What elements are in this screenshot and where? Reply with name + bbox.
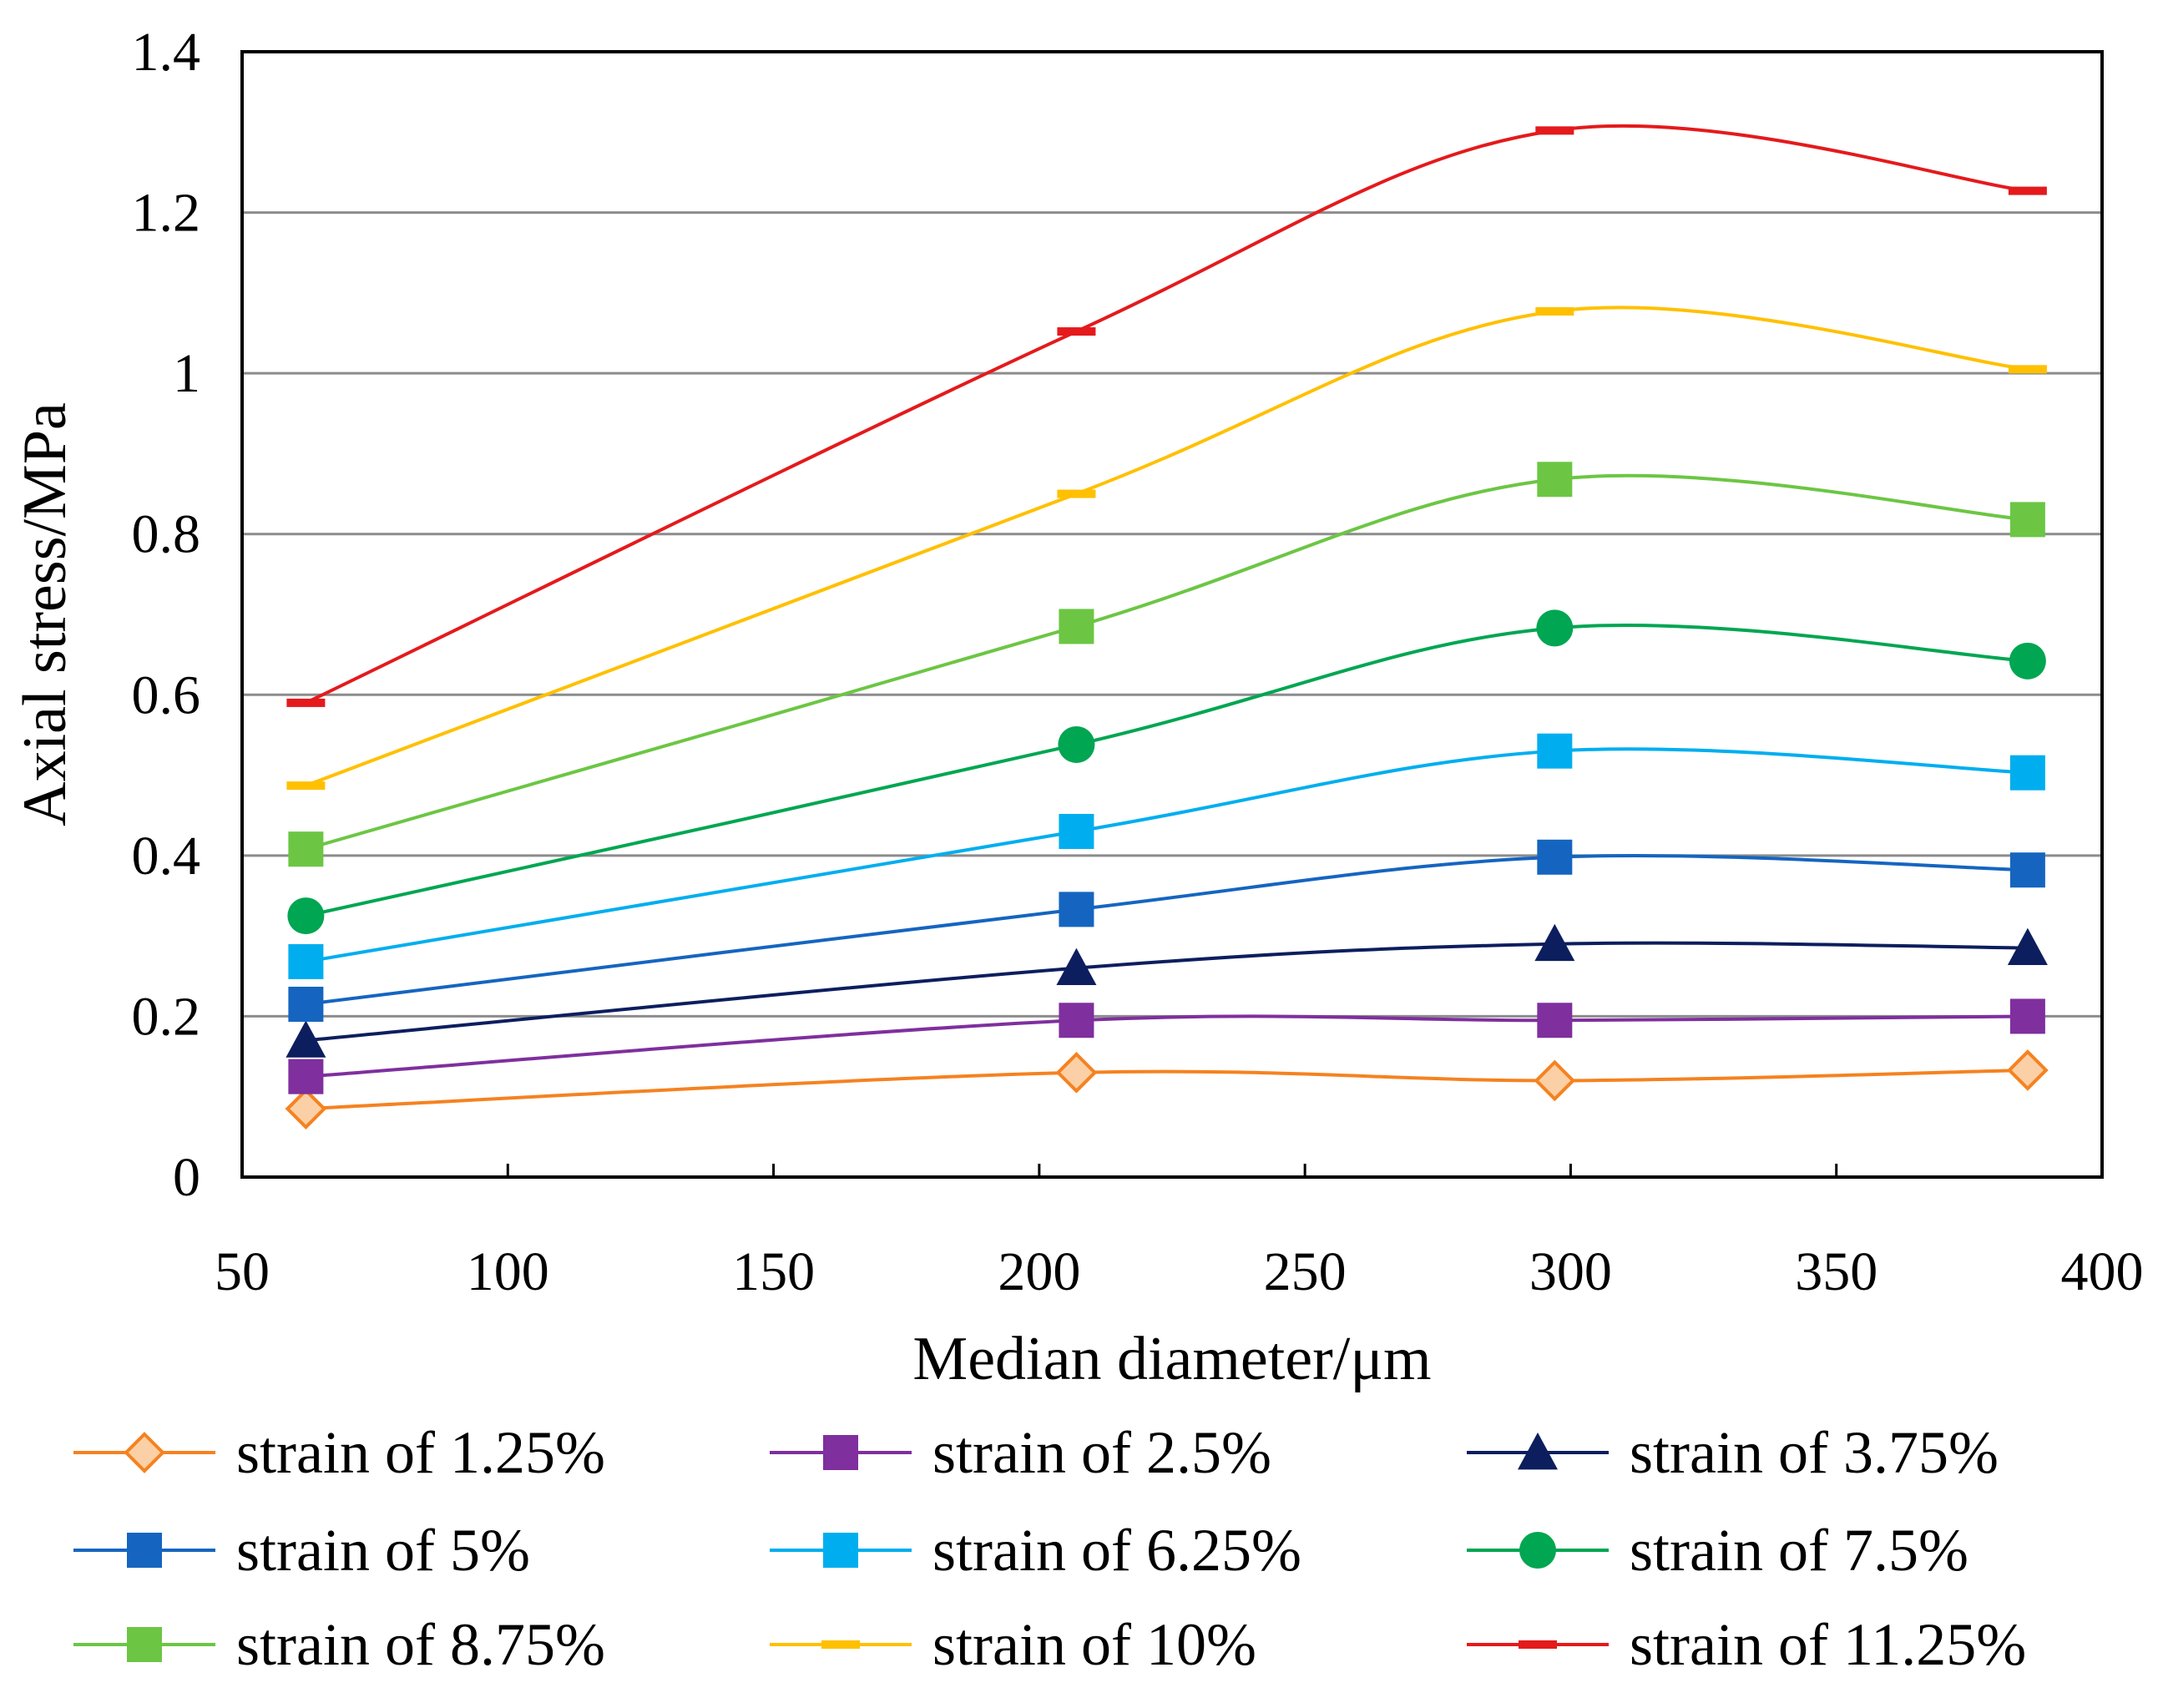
- x-tick-label: 100: [467, 1241, 549, 1302]
- series-line: [306, 1014, 2028, 1079]
- data-point: [286, 1020, 326, 1058]
- legend-label: strain of 6.25%: [932, 1517, 1301, 1584]
- data-point: [288, 986, 324, 1022]
- series-line: [305, 306, 2029, 787]
- data-point: [1059, 892, 1094, 927]
- legend-marker: [1519, 1640, 1557, 1649]
- y-tick-label: 0.8: [132, 504, 201, 565]
- data-point: [1537, 839, 1573, 875]
- data-point: [1537, 462, 1573, 498]
- data-point: [2009, 998, 2045, 1034]
- series-line: [305, 624, 2029, 918]
- data-point: [1057, 327, 1096, 336]
- data-point: [288, 943, 324, 979]
- data-point: [288, 1059, 324, 1094]
- data-point: [1534, 923, 1575, 962]
- x-tick-label: 200: [998, 1241, 1080, 1302]
- x-tick-label: 350: [1795, 1241, 1877, 1302]
- data-point: [2007, 1049, 2049, 1091]
- legend-marker: [821, 1640, 860, 1649]
- legend-marker: [823, 1533, 858, 1568]
- data-point: [2009, 755, 2045, 791]
- x-tick-label: 300: [1529, 1241, 1612, 1302]
- legend-label: strain of 1.25%: [236, 1419, 605, 1486]
- data-point: [2008, 186, 2047, 195]
- legend-item: strain of 8.75%: [73, 1611, 605, 1678]
- data-point: [1059, 609, 1094, 644]
- x-tick-label: 250: [1264, 1241, 1347, 1302]
- data-point: [1055, 1052, 1098, 1094]
- data-point: [1536, 609, 1574, 647]
- legend-label: strain of 5%: [236, 1517, 530, 1584]
- data-point: [288, 831, 324, 867]
- x-axis-ticks: 50 100 150 200 250 300 350 400: [215, 1164, 2144, 1302]
- series-lines: [305, 124, 2029, 1111]
- y-tick-label: 1.2: [132, 183, 201, 244]
- legend-label: strain of 8.75%: [236, 1611, 605, 1678]
- series-line: [305, 124, 2029, 705]
- legend: strain of 1.25% strain of 2.5% strain of 3…: [73, 1419, 2026, 1678]
- legend-label: strain of 10%: [932, 1611, 1256, 1678]
- legend-marker: [1519, 1532, 1556, 1569]
- y-tick-label: 1.4: [132, 22, 201, 83]
- data-point: [1535, 307, 1574, 316]
- legend-label: strain of 7.5%: [1630, 1517, 1968, 1584]
- data-point: [1058, 725, 1095, 763]
- legend-marker: [127, 1533, 162, 1568]
- legend-item: strain of 3.75%: [1467, 1419, 1999, 1486]
- data-point: [2009, 502, 2045, 538]
- legend-item: strain of 7.5%: [1467, 1517, 1968, 1584]
- plot-area-frame: [240, 50, 2104, 1179]
- data-point: [287, 897, 325, 935]
- data-point: [1056, 947, 1097, 986]
- data-point: [1059, 813, 1094, 849]
- data-point: [1535, 126, 1574, 135]
- legend-marker: [124, 1432, 165, 1473]
- legend-item: strain of 11.25%: [1467, 1611, 2026, 1678]
- data-point: [1537, 733, 1573, 769]
- data-point: [285, 1088, 327, 1129]
- legend-item: strain of 5%: [73, 1517, 530, 1584]
- data-point: [1057, 489, 1096, 498]
- data-point: [2008, 365, 2047, 374]
- legend-item: strain of 10%: [770, 1611, 1256, 1678]
- series-line: [306, 941, 2028, 1043]
- x-tick-label: 50: [215, 1241, 270, 1302]
- y-tick-label: 0: [173, 1147, 200, 1208]
- data-point: [1534, 1059, 1576, 1102]
- y-tick-label: 0.2: [132, 986, 201, 1047]
- data-point: [286, 698, 326, 707]
- data-point: [2009, 642, 2046, 680]
- data-point: [1059, 1003, 1094, 1038]
- data-point: [2007, 927, 2048, 965]
- legend-marker: [823, 1435, 858, 1470]
- x-axis-label: Median diameter/μm: [912, 1325, 1431, 1393]
- data-point: [286, 781, 326, 791]
- series-line: [306, 1068, 2028, 1111]
- y-tick-label: 0.6: [132, 665, 201, 725]
- series-markers: [285, 126, 2049, 1129]
- legend-marker: [1518, 1433, 1558, 1470]
- x-tick-label: 150: [732, 1241, 815, 1302]
- series-line: [306, 854, 2028, 1006]
- legend-item: strain of 1.25%: [73, 1419, 605, 1486]
- legend-label: strain of 11.25%: [1630, 1611, 2026, 1678]
- data-point: [2009, 852, 2045, 888]
- x-tick-label: 400: [2061, 1241, 2144, 1302]
- legend-item: strain of 2.5%: [770, 1419, 1271, 1486]
- y-axis-ticks: 0 0.2 0.4 0.6 0.8 1 1.2 1.4: [132, 22, 201, 1208]
- legend-marker: [127, 1627, 162, 1662]
- data-point: [1537, 1003, 1573, 1038]
- y-axis-label: Axial stress/MPa: [11, 402, 79, 826]
- y-tick-label: 1: [173, 343, 200, 404]
- y-tick-label: 0.4: [132, 826, 201, 887]
- legend-label: strain of 3.75%: [1630, 1419, 1999, 1486]
- legend-label: strain of 2.5%: [932, 1419, 1271, 1486]
- series-line: [305, 473, 2029, 851]
- legend-item: strain of 6.25%: [770, 1517, 1301, 1584]
- series-line: [306, 747, 2028, 963]
